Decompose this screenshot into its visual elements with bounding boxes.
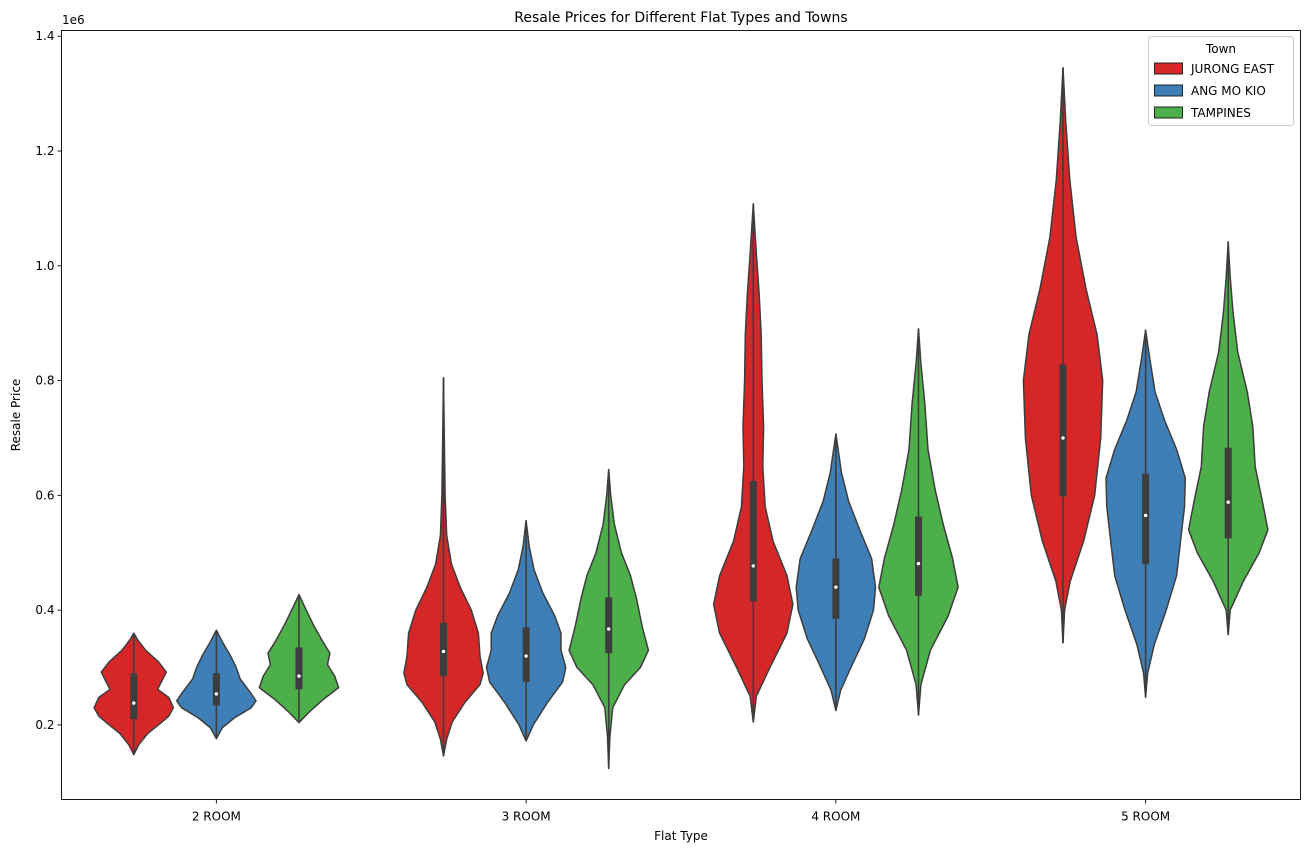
median-dot [524,654,528,658]
legend-swatch [1154,106,1183,119]
violins-layer [93,67,1269,770]
iqr-box [1142,473,1150,565]
iqr-box [295,647,303,690]
y-tick-label: 1.2 [35,144,54,158]
median-dot [132,701,136,705]
median-dot [916,561,921,566]
iqr-box [749,480,757,602]
y-tick-label: 0.6 [35,488,54,502]
y-tick-label: 0.4 [35,603,54,617]
iqr-box [130,673,138,720]
median-dot [441,649,446,654]
legend-label: ANG MO KIO [1191,84,1266,98]
x-axis: 2 ROOM 3 ROOM 4 ROOM 5 ROOM [192,799,1170,824]
legend-swatch [1154,84,1183,97]
chart-title: Resale Prices for Different Flat Types a… [514,10,847,26]
x-tick-label: 2 ROOM [192,810,241,824]
median-dot [297,674,301,678]
x-tick-label: 5 ROOM [1121,810,1170,824]
plot-frame [61,30,1301,800]
iqr-box [605,597,613,654]
y-axis-label: Resale Price [9,379,23,452]
legend-swatch [1154,62,1183,75]
legend: Town JURONG EAST ANG MO KIO TAMPINES [1148,36,1294,126]
x-tick-label: 4 ROOM [811,810,860,824]
legend-box [1148,36,1294,126]
boxes-layer [130,67,1232,769]
legend-title: Town [1205,42,1236,56]
iqr-box [440,622,448,677]
median-dot [214,692,219,696]
iqr-box [1059,364,1067,497]
iqr-box [1224,447,1232,539]
y-scale-label: 1e6 [62,13,85,27]
y-tick-label: 0.2 [35,718,54,732]
x-axis-label: Flat Type [654,829,708,843]
median-dot [834,585,838,589]
median-dot [1226,500,1230,504]
y-tick-label: 0.8 [35,374,54,388]
y-axis: 0.2 0.4 0.6 0.8 1.0 1.2 1.4 [35,29,62,732]
legend-items: JURONG EAST ANG MO KIO TAMPINES [1154,62,1275,120]
iqr-box [212,673,220,706]
y-tick-label: 1.4 [35,29,54,43]
x-tick-label: 3 ROOM [502,810,551,824]
legend-label: TAMPINES [1190,106,1251,120]
y-tick-label: 1.0 [35,259,54,273]
median-dot [1061,436,1065,440]
legend-label: JURONG EAST [1190,62,1275,76]
median-dot [607,627,611,631]
iqr-box [914,516,922,596]
median-dot [751,564,755,568]
median-dot [1143,513,1148,518]
